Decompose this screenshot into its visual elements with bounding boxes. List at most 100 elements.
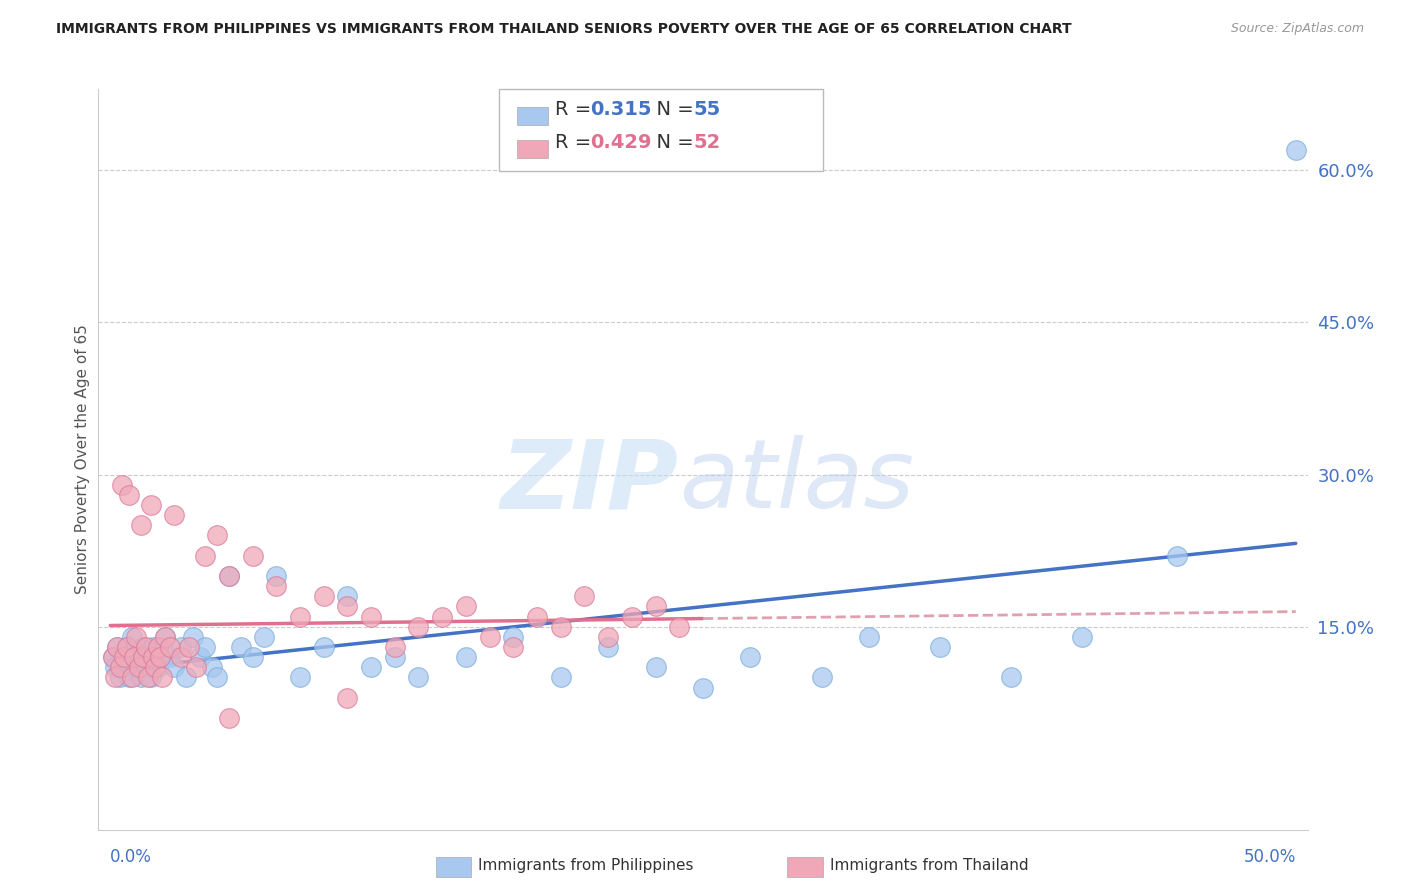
Point [502,640,524,654]
Point [620,609,643,624]
Point [118,488,141,502]
Point [384,650,406,665]
Point [152,670,174,684]
Point [644,599,666,614]
Point [1166,549,1188,563]
Point [194,640,217,654]
Point [1071,630,1094,644]
Point [336,690,359,705]
Point [108,670,131,684]
Point [163,660,186,674]
Text: 52: 52 [693,133,720,153]
Point [132,650,155,665]
Point [201,660,224,674]
Point [668,620,690,634]
Point [143,660,166,674]
Point [153,630,176,644]
Point [253,630,276,644]
Point [336,589,359,603]
Point [432,609,454,624]
Point [115,640,138,654]
Text: R =: R = [555,100,598,120]
Point [135,640,157,654]
Point [114,650,136,665]
Point [104,660,127,674]
Point [644,660,666,674]
Point [142,640,165,654]
Point [122,650,145,665]
Point [312,640,335,654]
Text: Source: ZipAtlas.com: Source: ZipAtlas.com [1230,22,1364,36]
Text: 50.0%: 50.0% [1243,847,1296,866]
Text: 0.0%: 0.0% [110,847,152,866]
Point [408,620,430,634]
Point [101,650,124,665]
Point [159,640,181,654]
Point [146,660,169,674]
Point [929,640,952,654]
Point [105,640,128,654]
Point [526,609,548,624]
Point [146,640,169,654]
Point [111,650,134,665]
Text: N =: N = [644,100,700,120]
Point [242,650,264,665]
Point [218,569,240,583]
Point [312,589,335,603]
Point [135,660,157,674]
Point [125,660,148,674]
Point [114,660,136,674]
Point [139,498,162,512]
Point [858,630,880,644]
Point [550,620,572,634]
Point [136,650,159,665]
Point [502,630,524,644]
Point [1285,143,1308,157]
Point [128,650,150,665]
Point [810,670,832,684]
Point [118,670,141,684]
Point [159,650,181,665]
Text: IMMIGRANTS FROM PHILIPPINES VS IMMIGRANTS FROM THAILAND SENIORS POVERTY OVER THE: IMMIGRANTS FROM PHILIPPINES VS IMMIGRANT… [56,22,1071,37]
Point [170,650,193,665]
Point [478,630,501,644]
Point [149,650,172,665]
Point [264,569,287,583]
Text: 0.315: 0.315 [591,100,652,120]
Y-axis label: Seniors Poverty Over the Age of 65: Seniors Poverty Over the Age of 65 [75,325,90,594]
Text: 55: 55 [693,100,720,120]
Point [242,549,264,563]
Point [111,477,134,491]
Point [598,640,620,654]
Point [121,630,143,644]
Point [205,670,228,684]
Point [163,508,186,523]
Text: 0.429: 0.429 [591,133,652,153]
Point [104,670,127,684]
Point [121,670,143,684]
Text: atlas: atlas [679,435,914,528]
Point [136,670,159,684]
Point [205,528,228,542]
Point [692,681,714,695]
Point [125,630,148,644]
Point [105,640,128,654]
Point [190,650,212,665]
Point [408,670,430,684]
Point [740,650,762,665]
Point [574,589,596,603]
Point [139,670,162,684]
Point [149,650,172,665]
Point [218,569,240,583]
Point [132,640,155,654]
Point [101,650,124,665]
Point [153,630,176,644]
Point [122,650,145,665]
Point [360,609,382,624]
Point [288,609,311,624]
Point [170,640,193,654]
Text: R =: R = [555,133,598,153]
Text: Immigrants from Philippines: Immigrants from Philippines [478,858,693,872]
Point [336,599,359,614]
Point [177,640,200,654]
